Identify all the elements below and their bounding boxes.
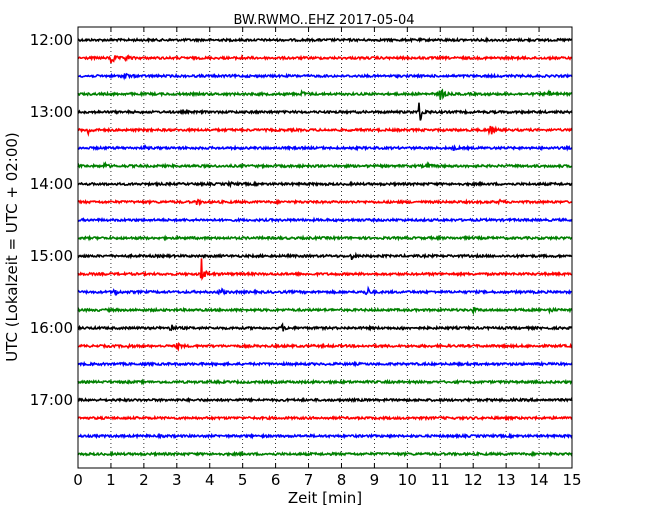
trace-1600	[77, 322, 573, 332]
x-tick-label: 9	[370, 471, 380, 489]
x-tick-label: 1	[106, 471, 116, 489]
trace-1645	[77, 378, 573, 386]
trace-1545	[77, 306, 573, 316]
x-axis-label: Zeit [min]	[288, 489, 362, 507]
y-tick-label: 15:00	[30, 247, 73, 265]
y-axis-label: UTC (Lokalzeit = UTC + 02:00)	[3, 132, 21, 362]
trace-1215	[77, 53, 573, 64]
trace-1700	[77, 396, 573, 404]
trace-1200	[77, 36, 573, 44]
trace-1345	[77, 161, 573, 170]
trace-1500	[77, 251, 573, 261]
trace-1530	[77, 285, 573, 297]
trace-1400	[77, 180, 573, 189]
x-tick-label: 12	[464, 471, 483, 489]
trace-1515	[77, 258, 573, 281]
x-tick-label: 3	[172, 471, 182, 489]
x-tick-label: 2	[139, 471, 149, 489]
x-tick-label: 0	[73, 471, 83, 489]
trace-1730	[77, 432, 573, 440]
x-tick-label: 15	[562, 471, 581, 489]
trace-1630	[77, 360, 573, 368]
y-tick-label: 17:00	[30, 391, 73, 409]
trace-layer	[77, 36, 573, 458]
plot-frame	[77, 26, 573, 469]
x-tick-label: 4	[205, 471, 215, 489]
chart-title: BW.RWMO..EHZ 2017-05-04	[233, 13, 414, 28]
trace-1415	[77, 198, 573, 207]
x-tick-label: 13	[497, 471, 516, 489]
y-tick-label: 16:00	[30, 319, 73, 337]
trace-1230	[77, 72, 573, 81]
x-tick-label: 11	[431, 471, 450, 489]
trace-1445	[77, 234, 573, 242]
x-tick-label: 14	[530, 471, 549, 489]
tick-marks	[77, 27, 573, 468]
x-tick-label: 10	[398, 471, 417, 489]
trace-1245	[77, 88, 573, 101]
x-tick-label: 7	[304, 471, 314, 489]
trace-1430	[77, 216, 573, 224]
x-tick-label: 6	[271, 471, 281, 489]
x-tick-labels: 0 1 2 3 4 5 6 7 8 9 10 11 12 13 14 15	[73, 471, 581, 489]
y-tick-label: 12:00	[30, 31, 73, 49]
trace-1715	[77, 414, 573, 422]
x-tick-label: 8	[337, 471, 347, 489]
y-tick-labels: 12:00 13:00 14:00 15:00 16:00 17:00	[30, 31, 73, 409]
grid-lines	[110, 27, 540, 468]
trace-1315	[77, 125, 573, 137]
y-tick-label: 14:00	[30, 175, 73, 193]
trace-1330	[77, 143, 573, 152]
trace-1300	[77, 102, 573, 121]
trace-1615	[77, 341, 573, 352]
trace-1745	[77, 450, 573, 458]
y-tick-label: 13:00	[30, 103, 73, 121]
x-tick-label: 5	[238, 471, 248, 489]
